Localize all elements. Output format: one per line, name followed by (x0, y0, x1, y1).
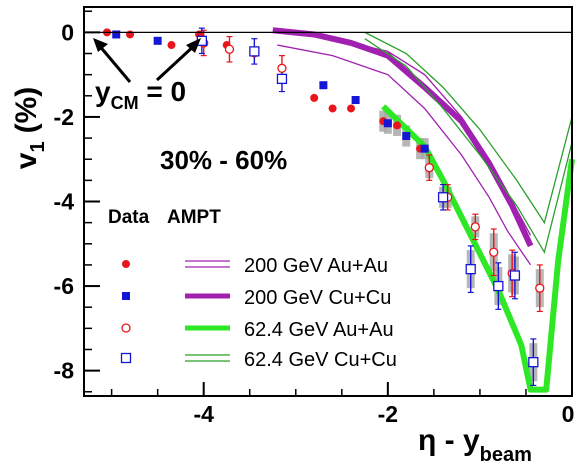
data-point (393, 121, 402, 130)
ycm-label: yCM = 0 (95, 76, 186, 113)
x-tick-label: -2 (378, 401, 398, 427)
data-point (153, 36, 162, 45)
data-point (310, 93, 319, 102)
legend: Data AMPT 200 GeV Au+Au 200 GeV Cu+Cu 62.4… (108, 207, 397, 371)
legend-header-model: AMPT (167, 207, 221, 228)
ycm-arrow-right (155, 42, 198, 82)
data-point (470, 222, 480, 232)
data-point (509, 270, 521, 281)
data-point (465, 264, 476, 275)
data-point (126, 30, 135, 39)
legend-label: 200 GeV Au+Au (244, 255, 388, 277)
data-point (347, 104, 356, 113)
legend-marker (120, 352, 132, 364)
y-axis-label-main: v (10, 152, 43, 169)
x-axis-label-main: η - y (418, 424, 480, 457)
ycm-arrow-left (96, 43, 132, 83)
ycm-label-y: y (95, 76, 111, 107)
data-point (328, 104, 337, 113)
legend-label: 200 GeV Cu+Cu (244, 287, 391, 309)
y-tick-label: -8 (54, 358, 75, 384)
ampt-curve-upper (364, 31, 573, 225)
y-tick-label: -6 (54, 273, 74, 299)
y-tick-label: 0 (61, 19, 74, 45)
centrality-label: 30% - 60% (160, 145, 287, 175)
ampt-curve-lower (364, 38, 573, 254)
ampt-curve-lower (277, 44, 532, 266)
ampt-curve-line (381, 104, 575, 393)
ycm-arrowhead-left (93, 38, 108, 52)
data-point (112, 30, 121, 39)
legend-marker (122, 292, 130, 300)
x-tick-label: 0 (562, 401, 575, 427)
data-point (489, 247, 499, 257)
ycm-annotation: yCM = 0 (93, 38, 201, 113)
x-axis-label-sub: beam (480, 444, 532, 466)
data-point (493, 280, 504, 292)
y-tick-label: -2 (54, 104, 74, 130)
data-point (224, 44, 235, 54)
data-point (528, 357, 539, 368)
data-point (167, 41, 176, 50)
data-point (276, 73, 288, 85)
data-point (424, 163, 434, 173)
ampt-curves (272, 27, 575, 393)
data-point (319, 81, 328, 90)
y-axis-label: v1 (%) (10, 87, 49, 169)
x-tick-label: -4 (193, 401, 214, 427)
legend-rows: 200 GeV Au+Au 200 GeV Cu+Cu 62.4 GeV Au+Au… (120, 255, 397, 371)
ycm-arrowhead-right (186, 38, 201, 53)
data-point (277, 63, 287, 73)
ycm-label-sub: CM (111, 93, 139, 113)
legend-label: 62.4 GeV Au+Au (244, 319, 394, 341)
y-tick-label: -4 (54, 189, 75, 215)
data-point (351, 96, 360, 105)
data-point (383, 119, 392, 128)
data-point (420, 144, 429, 153)
ycm-label-rest: = 0 (139, 76, 186, 107)
data-point (402, 131, 411, 140)
data-points (103, 28, 545, 368)
legend-label: 62.4 GeV Cu+Cu (244, 349, 397, 371)
x-axis-label: η - ybeam (418, 424, 532, 466)
data-point (249, 46, 260, 57)
data-point (437, 192, 449, 203)
legend-marker (121, 323, 131, 333)
y-axis-label-sub: 1 (27, 141, 49, 152)
axes: 0 -2 -4 -6 -8 -4 -2 0 (54, 10, 575, 427)
data-point (535, 283, 545, 293)
legend-header-data: Data (108, 207, 150, 228)
legend-marker (122, 260, 130, 268)
y-axis-label-unit: (%) (10, 87, 43, 134)
